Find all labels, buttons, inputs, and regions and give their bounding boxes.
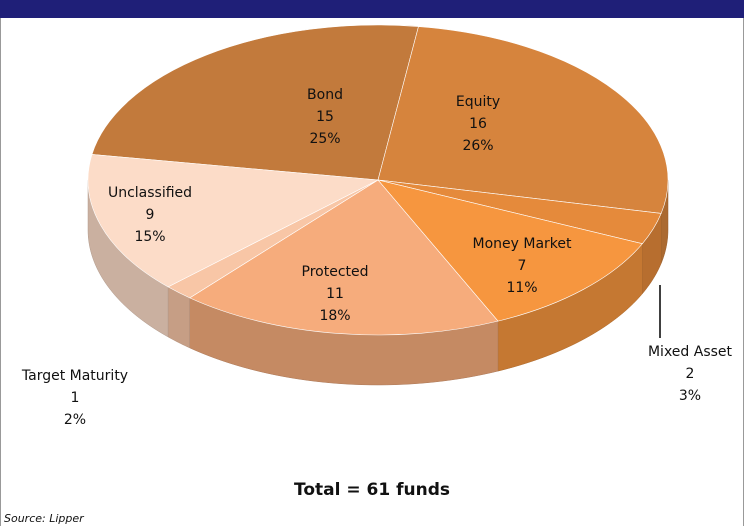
slice [91, 24, 419, 181]
total-label: Total = 61 funds [294, 480, 450, 500]
slice-value: 9 [146, 207, 155, 223]
slice-percent: 2% [64, 412, 86, 428]
slice-label: Money Market [473, 236, 573, 252]
labels: Bond 15 25% Equity 16 26% Mixed Asset 2 3% Money … [21, 87, 733, 428]
source: Source: Lipper [4, 512, 85, 525]
slice-value: 2 [686, 366, 695, 382]
slice-percent: 25% [309, 131, 340, 147]
slice-label: Mixed Asset [648, 344, 733, 360]
slice-value: 11 [326, 286, 344, 302]
slice-percent: 15% [134, 229, 165, 245]
slice [189, 179, 499, 336]
slice-value: 1 [71, 390, 80, 406]
slice-label: Protected [302, 264, 369, 280]
slice-value: 7 [518, 258, 527, 274]
pie [87, 24, 669, 386]
slice [377, 179, 643, 322]
slice-percent: 11% [506, 280, 537, 296]
slice-percent: 3% [679, 388, 701, 404]
slice-value: 16 [469, 116, 487, 132]
slice-value: 15 [316, 109, 334, 125]
slice-percent: 26% [462, 138, 493, 154]
slice [377, 26, 669, 214]
slice-label: Equity [456, 94, 500, 110]
slice-label: Target Maturity [21, 368, 128, 384]
slice [87, 154, 380, 288]
slice-label: Bond [307, 87, 343, 103]
slice-percent: 18% [319, 308, 350, 324]
slice-label: Unclassified [108, 185, 192, 201]
title-bar [0, 0, 744, 18]
